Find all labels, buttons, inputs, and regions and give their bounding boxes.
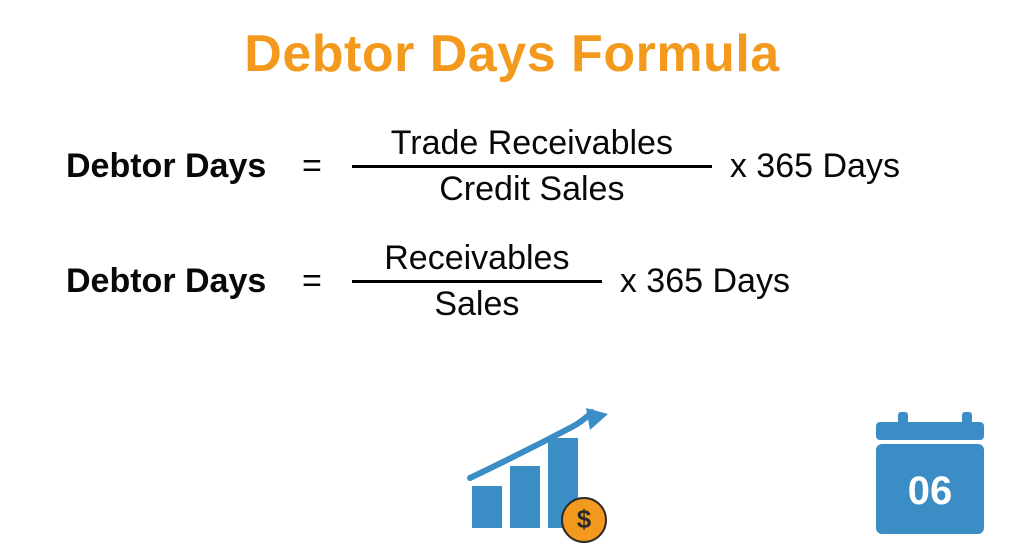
formula-2-fraction: Receivables Sales — [352, 239, 602, 324]
formula-section: Debtor Days = Trade Receivables Credit S… — [0, 124, 1024, 324]
formula-1-fraction: Trade Receivables Credit Sales — [352, 124, 712, 209]
formula-1-label: Debtor Days — [66, 147, 284, 186]
growth-chart-icon: $ — [462, 408, 632, 548]
svg-text:$: $ — [577, 504, 592, 534]
formula-2: Debtor Days = Receivables Sales x 365 Da… — [66, 239, 1024, 324]
formula-2-denominator: Sales — [426, 283, 527, 324]
formula-2-label: Debtor Days — [66, 262, 284, 301]
formula-1-multiplier: x 365 Days — [730, 147, 900, 186]
formula-1-equals: = — [302, 147, 322, 186]
page-title: Debtor Days Formula — [0, 24, 1024, 84]
formula-1-denominator: Credit Sales — [431, 168, 632, 209]
formula-2-numerator: Receivables — [376, 239, 577, 280]
svg-text:06: 06 — [908, 469, 953, 513]
formula-2-equals: = — [302, 262, 322, 301]
formula-1: Debtor Days = Trade Receivables Credit S… — [66, 124, 1024, 209]
calendar-icon: 06 — [870, 412, 990, 538]
formula-1-numerator: Trade Receivables — [383, 124, 681, 165]
formula-2-multiplier: x 365 Days — [620, 262, 790, 301]
